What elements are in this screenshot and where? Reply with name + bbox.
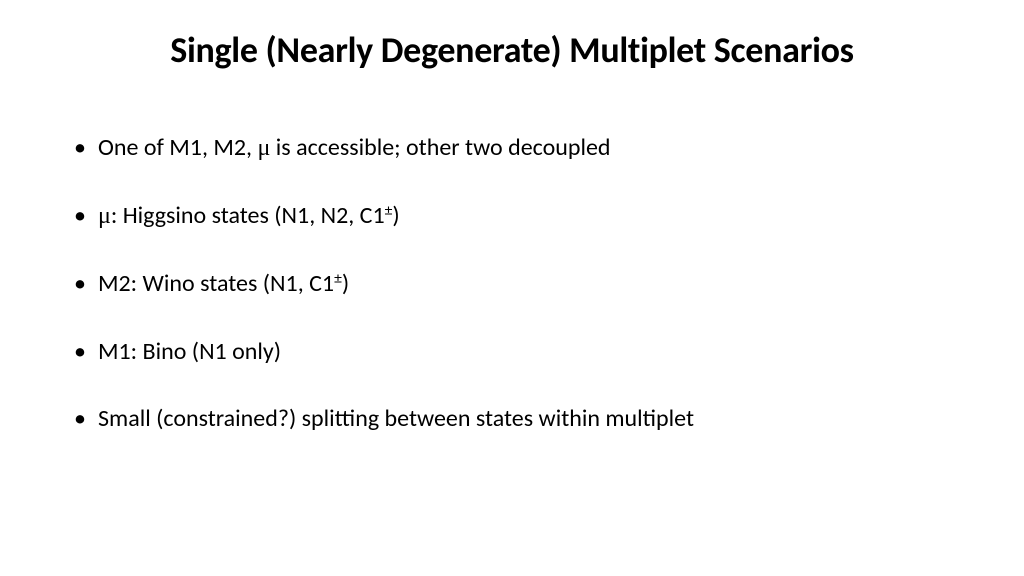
list-item: M1: Bino (N1 only) — [70, 336, 954, 367]
list-item: Small (constrained?) splitting between s… — [70, 403, 954, 434]
bullet-list: One of M1, M2, μ is accessible; other tw… — [70, 132, 954, 434]
list-item: One of M1, M2, μ is accessible; other tw… — [70, 132, 954, 164]
list-item: M2: Wino states (N1, C1±) — [70, 268, 954, 299]
bullet-text-post: is accessible; other two decoupled — [270, 133, 610, 162]
mu-symbol: μ — [98, 203, 111, 229]
superscript: ± — [334, 269, 342, 288]
bullet-text-pre: Small (constrained?) splitting between s… — [98, 404, 694, 433]
bullet-text-tail: ) — [342, 269, 349, 298]
bullet-text-post: : Higgsino states (N1, N2, C1 — [111, 201, 385, 230]
slide-title: Single (Nearly Degenerate) Multiplet Sce… — [70, 28, 954, 72]
superscript: ± — [385, 201, 393, 220]
bullet-text-tail: ) — [392, 201, 399, 230]
mu-symbol: μ — [257, 135, 270, 161]
list-item: μ: Higgsino states (N1, N2, C1±) — [70, 200, 954, 232]
bullet-text-pre: One of M1, M2, — [98, 133, 257, 162]
bullet-text-pre: M1: Bino (N1 only) — [98, 337, 281, 366]
bullet-text-pre: M2: Wino states (N1, C1 — [98, 269, 334, 298]
